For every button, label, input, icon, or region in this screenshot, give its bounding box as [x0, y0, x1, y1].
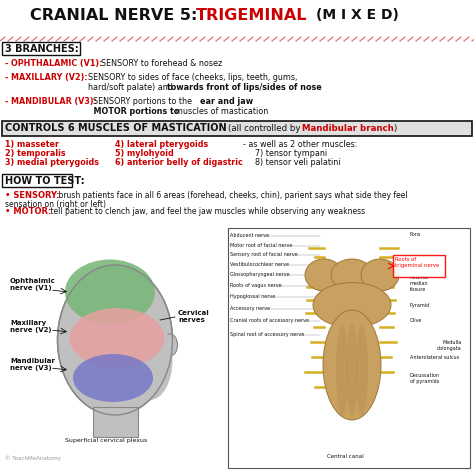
Ellipse shape — [57, 265, 173, 415]
Ellipse shape — [356, 325, 368, 415]
Text: © TeachMeAnatomy: © TeachMeAnatomy — [5, 455, 61, 461]
Text: Superficial cervical plexus: Superficial cervical plexus — [65, 438, 147, 443]
Text: 7) tensor tympani: 7) tensor tympani — [255, 149, 327, 158]
Text: muscles of mastication: muscles of mastication — [175, 107, 268, 116]
Text: Abducent nerve: Abducent nerve — [230, 233, 269, 238]
Bar — [2, 121, 472, 136]
Text: 4) lateral pterygoids: 4) lateral pterygoids — [115, 140, 208, 149]
Text: 3 BRANCHES:: 3 BRANCHES: — [5, 44, 79, 54]
Text: Decussation
of pyramids: Decussation of pyramids — [410, 373, 440, 384]
Text: Sensory root of facial nerve: Sensory root of facial nerve — [230, 252, 298, 257]
Text: towards front of lips/sides of nose: towards front of lips/sides of nose — [167, 83, 322, 92]
Text: Mandibular
nerve (V3): Mandibular nerve (V3) — [10, 358, 55, 371]
Text: - OPHTHALAMIC (V1):: - OPHTHALAMIC (V1): — [5, 59, 102, 68]
Text: Olive: Olive — [410, 318, 422, 323]
Ellipse shape — [305, 259, 343, 291]
Text: TRIGEMINAL: TRIGEMINAL — [196, 8, 308, 23]
Text: Spinal root of accessory nerve: Spinal root of accessory nerve — [230, 332, 304, 337]
Text: Central canal: Central canal — [327, 454, 364, 459]
Text: hard/soft palate) and: hard/soft palate) and — [83, 83, 175, 92]
Text: SENSORY portions to the: SENSORY portions to the — [88, 97, 194, 106]
Text: MOTOR portions to: MOTOR portions to — [88, 107, 182, 116]
Ellipse shape — [313, 283, 391, 328]
Text: - MAXILLARY (V2):: - MAXILLARY (V2): — [5, 73, 88, 82]
Ellipse shape — [346, 325, 358, 415]
Ellipse shape — [361, 259, 399, 291]
Ellipse shape — [323, 310, 381, 420]
Text: CRANIAL NERVE 5:: CRANIAL NERVE 5: — [30, 8, 197, 23]
Text: 6) anterior belly of digastric: 6) anterior belly of digastric — [115, 158, 243, 167]
Text: 2) temporalis: 2) temporalis — [5, 149, 65, 158]
Text: Pyramid: Pyramid — [410, 303, 430, 308]
Text: Hypoglossal nerve: Hypoglossal nerve — [230, 294, 275, 299]
Ellipse shape — [336, 325, 348, 415]
Text: Mandibular branch: Mandibular branch — [302, 124, 394, 133]
Ellipse shape — [163, 334, 177, 356]
Ellipse shape — [331, 259, 373, 291]
Text: 3) medial pterygoids: 3) medial pterygoids — [5, 158, 99, 167]
Text: Glossopharyngeal nerve: Glossopharyngeal nerve — [230, 272, 290, 277]
Ellipse shape — [73, 354, 153, 402]
Bar — [2, 174, 72, 187]
Text: tell patient to clench jaw, and feel the jaw muscles while observing any weaknes: tell patient to clench jaw, and feel the… — [48, 207, 365, 216]
Text: Roots of
trigeminal nerve: Roots of trigeminal nerve — [395, 257, 439, 268]
Bar — [393, 255, 445, 277]
Text: ): ) — [393, 124, 396, 133]
Text: Anterior
median
fissure: Anterior median fissure — [410, 275, 430, 292]
Text: CONTROLS 6 MUSCLES OF MASTICATION: CONTROLS 6 MUSCLES OF MASTICATION — [5, 123, 230, 133]
Text: (M I X E D): (M I X E D) — [316, 8, 399, 22]
Text: Anterolateral sulcus: Anterolateral sulcus — [410, 355, 459, 360]
Text: SENSORY to sides of face (cheeks, lips, teeth, gums,: SENSORY to sides of face (cheeks, lips, … — [83, 73, 297, 82]
Text: HOW TO TEST:: HOW TO TEST: — [5, 175, 85, 185]
Text: 1) masseter: 1) masseter — [5, 140, 59, 149]
Text: Cervical
nerves: Cervical nerves — [178, 310, 210, 323]
Text: SENSORY to forehead & nosez: SENSORY to forehead & nosez — [96, 59, 222, 68]
Ellipse shape — [65, 259, 155, 325]
Ellipse shape — [70, 308, 164, 368]
Text: Pons: Pons — [410, 232, 421, 237]
Text: 8) tensor veli palatini: 8) tensor veli palatini — [255, 158, 340, 167]
Text: • SENSORY:: • SENSORY: — [5, 191, 60, 200]
Bar — [2, 42, 80, 55]
Text: Cranial roots of accessory nerve: Cranial roots of accessory nerve — [230, 318, 309, 323]
Text: Roots of vagus nerve: Roots of vagus nerve — [230, 283, 282, 288]
Text: Accessory nerve: Accessory nerve — [230, 306, 270, 311]
Text: (all controlled by: (all controlled by — [228, 124, 303, 133]
Text: - as well as 2 other muscles:: - as well as 2 other muscles: — [243, 140, 357, 149]
Bar — [228, 228, 470, 468]
Text: Vestibulocochlear nerve: Vestibulocochlear nerve — [230, 262, 289, 267]
Text: - MANDIBULAR (V3):: - MANDIBULAR (V3): — [5, 97, 97, 106]
Bar — [93, 407, 138, 437]
Text: ear and jaw: ear and jaw — [200, 97, 253, 106]
Text: Motor root of facial nerve: Motor root of facial nerve — [230, 243, 292, 248]
Text: 5) mylohyoid: 5) mylohyoid — [115, 149, 174, 158]
Text: • MOTOR:: • MOTOR: — [5, 207, 51, 216]
Text: brush patients face in all 6 areas (forehead, cheeks, chin), parient says what s: brush patients face in all 6 areas (fore… — [56, 191, 408, 200]
Text: Medulla
oblongata: Medulla oblongata — [437, 340, 462, 351]
Text: sensation on (right or left): sensation on (right or left) — [5, 200, 106, 209]
Ellipse shape — [128, 320, 173, 400]
Text: Maxillary
nerve (V2): Maxillary nerve (V2) — [10, 320, 52, 333]
Text: Ophthalmic
nerve (V1): Ophthalmic nerve (V1) — [10, 278, 56, 291]
